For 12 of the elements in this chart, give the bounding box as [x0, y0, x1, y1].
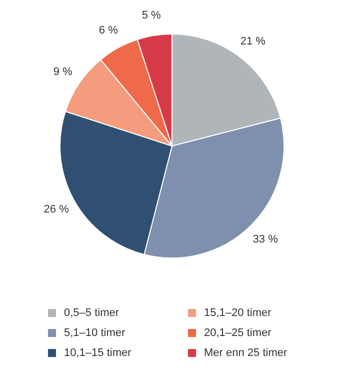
data-label: 9 %	[53, 66, 73, 78]
data-label: 21 %	[240, 36, 266, 48]
legend-label: 10,1–15 timer	[64, 347, 132, 359]
legend-label: 15,1–20 timer	[204, 307, 272, 319]
legend-label: 5,1–10 timer	[64, 327, 126, 339]
legend-label: 0,5–5 timer	[64, 307, 120, 319]
legend-label: 20,1–25 timer	[204, 327, 272, 339]
data-label: 5 %	[142, 10, 162, 22]
data-label: 6 %	[98, 24, 118, 36]
legend-label: Mer enn 25 timer	[204, 347, 288, 359]
data-label: 26 %	[44, 204, 70, 216]
data-label: 33 %	[252, 233, 278, 246]
